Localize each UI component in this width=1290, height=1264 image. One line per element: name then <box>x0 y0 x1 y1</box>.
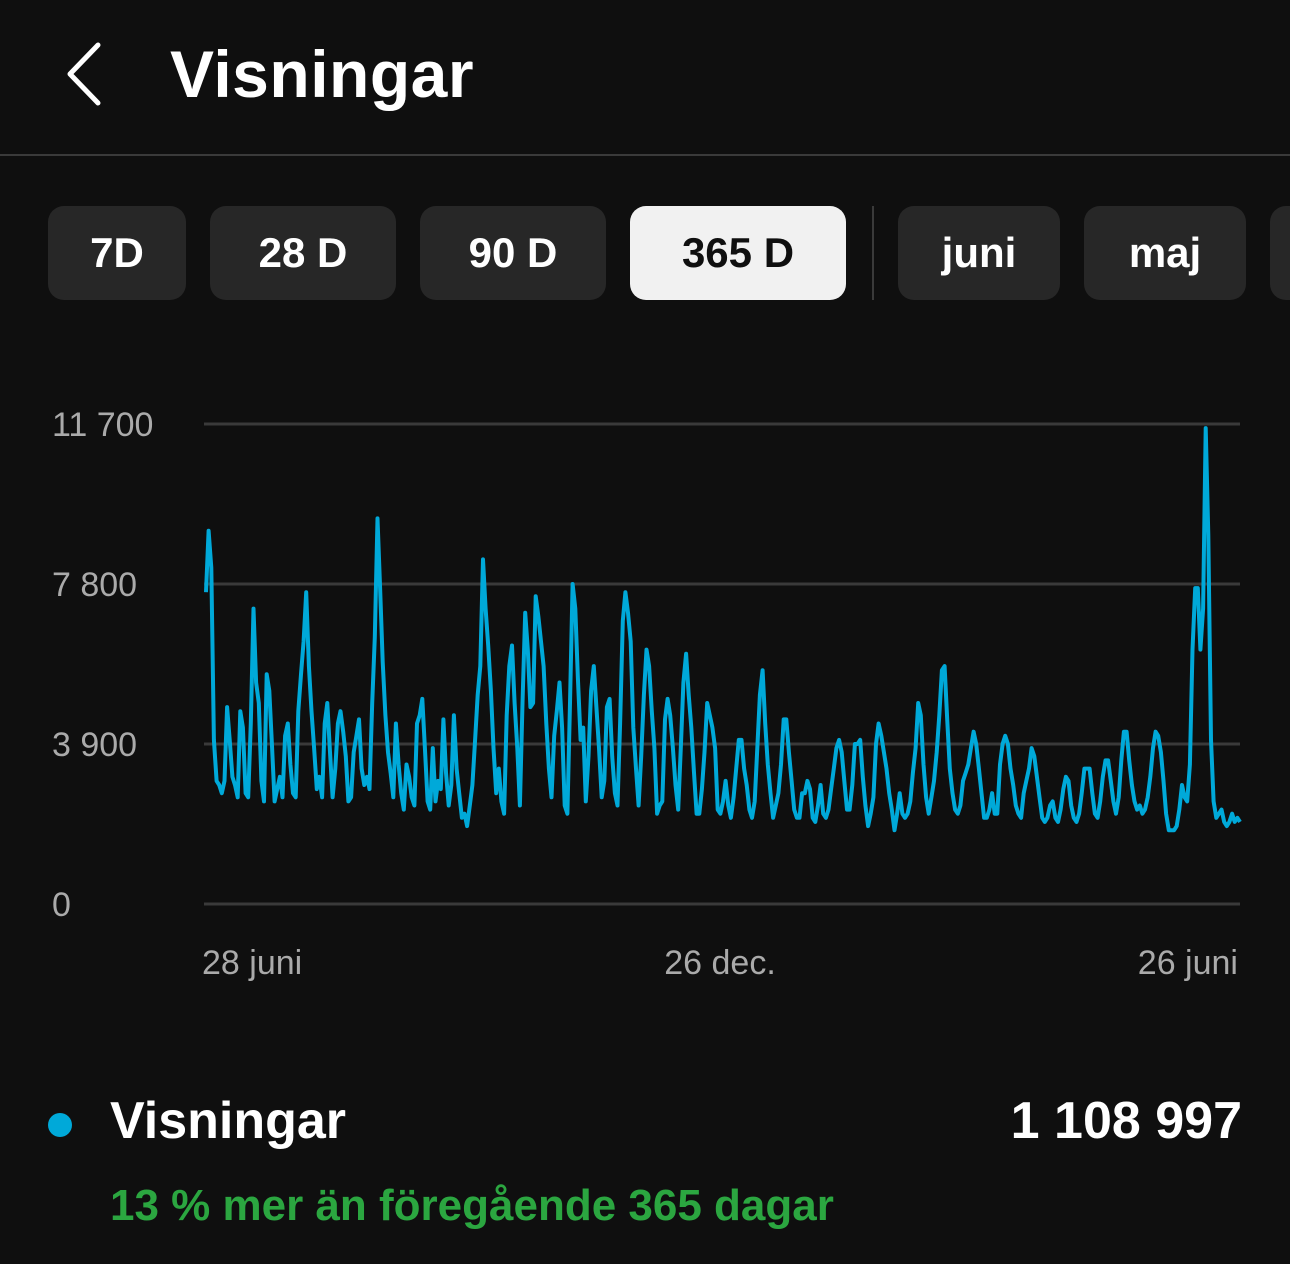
header: Visningar <box>0 0 1290 155</box>
series-line-visningar <box>204 426 1242 833</box>
views-line-chart: 0 3 900 7 800 11 700 28 juni 26 dec. 26 juni <box>52 406 1242 982</box>
y-tick-label: 3 900 <box>52 726 137 764</box>
chart-grid <box>204 422 1240 906</box>
chip-90d[interactable]: 90 D <box>420 206 606 300</box>
chip-next-partial[interactable] <box>1270 206 1290 300</box>
chevron-left-icon <box>67 42 101 106</box>
header-divider <box>0 154 1290 156</box>
total-views-value: 1 108 997 <box>1010 1092 1242 1150</box>
views-chart: 0 3 900 7 800 11 700 28 juni 26 dec. 26 juni <box>0 380 1290 1000</box>
y-tick-label: 11 700 <box>52 406 153 444</box>
x-tick-label: 28 juni <box>202 944 302 982</box>
chip-separator <box>872 206 874 300</box>
y-tick-label: 0 <box>52 886 71 924</box>
back-button[interactable] <box>52 34 116 114</box>
chip-365d[interactable]: 365 D <box>630 206 846 300</box>
chip-28d[interactable]: 28 D <box>210 206 396 300</box>
chip-7d[interactable]: 7D <box>48 206 186 300</box>
chip-juni[interactable]: juni <box>898 206 1060 300</box>
period-selector: 7D 28 D 90 D 365 D juni maj <box>48 206 1290 300</box>
legend-row: Visningar 1 108 997 <box>48 1088 1242 1158</box>
series-layer <box>204 426 1242 833</box>
y-tick-label: 7 800 <box>52 566 137 604</box>
x-tick-label: 26 juni <box>1138 944 1238 982</box>
legend-label: Visningar <box>110 1092 347 1150</box>
comparison-text: 13 % mer än föregående 365 dagar <box>110 1181 834 1230</box>
y-axis-labels: 0 3 900 7 800 11 700 <box>52 406 153 924</box>
legend-dot <box>48 1113 72 1137</box>
x-tick-label: 26 dec. <box>664 944 776 982</box>
chip-maj[interactable]: maj <box>1084 206 1246 300</box>
x-axis-labels: 28 juni 26 dec. 26 juni <box>202 944 1238 982</box>
page-title: Visningar <box>170 37 475 111</box>
